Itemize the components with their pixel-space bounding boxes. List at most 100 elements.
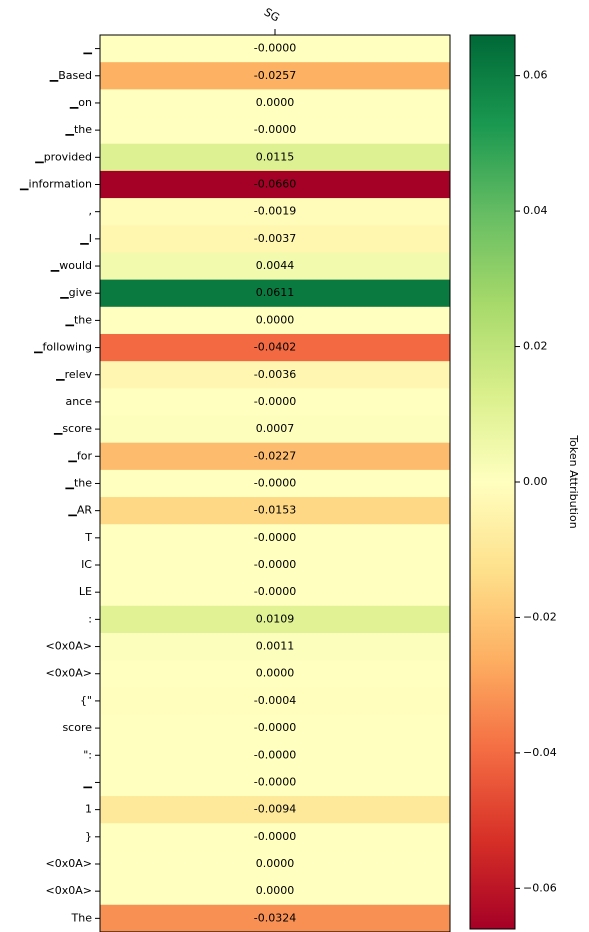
cell-value-label: -0.0036: [254, 368, 296, 381]
colorbar-ticks: 0.06 0.04 0.02 0.00 −0.02 −0.04 −0.06: [515, 69, 557, 894]
heatmap-cell: [100, 35, 450, 63]
row-token-label: <0x0A>: [46, 640, 92, 653]
heatmap-cell: [100, 116, 450, 145]
row-token-label: ▁the: [64, 476, 92, 489]
row-token-label: ▁following: [33, 341, 92, 354]
heatmap-cell: [100, 660, 450, 688]
row-token-label: ance: [65, 395, 92, 408]
heatmap-cell: [100, 143, 450, 172]
heatmap-cell: [100, 850, 450, 879]
heatmap-cell: [100, 796, 450, 824]
cell-value-label: -0.0094: [254, 803, 296, 816]
row-token-label: :: [88, 612, 92, 625]
cell-value-label: 0.0000: [256, 96, 295, 109]
row-token-label: ▁for: [67, 449, 92, 462]
row-token-label: LE: [79, 585, 92, 598]
cell-value-label: -0.0000: [254, 775, 296, 788]
heatmap-cell: [100, 524, 450, 552]
row-token-label: ":: [83, 748, 92, 761]
cell-value-label: 0.0109: [256, 612, 295, 625]
cell-value-label: -0.0000: [254, 585, 296, 598]
heatmap-cell: [100, 904, 450, 932]
cell-value-label: 0.0000: [256, 884, 295, 897]
heatmap-cell: [100, 605, 450, 634]
cell-value-label: -0.0000: [254, 476, 296, 489]
row-token-label: <0x0A>: [46, 667, 92, 680]
row-token-label: T: [84, 531, 92, 544]
row-token-label: {": [80, 694, 92, 707]
row-token-label: ▁would: [50, 259, 92, 272]
colorbar: [469, 34, 516, 930]
heatmap-cell: [100, 198, 450, 226]
row-token-label: 1: [85, 803, 92, 816]
heatmap-cell: [100, 333, 450, 362]
cell-value-label: 0.0007: [256, 422, 295, 435]
colorbar-tick-label: 0.04: [523, 204, 548, 217]
row-token-label: ▁give: [59, 286, 92, 299]
heatmap-cell: [100, 714, 450, 743]
heatmap-cell: [100, 252, 450, 281]
cell-value-label: -0.0000: [254, 721, 296, 734]
row-token-label: ▁: [83, 775, 93, 788]
heatmap-cell: [100, 768, 450, 797]
cell-value-label: -0.0000: [254, 531, 296, 544]
heatmap-cell: [100, 469, 450, 498]
cell-value-label: -0.0000: [254, 748, 296, 761]
row-token-label: }: [85, 830, 92, 843]
heatmap-cell: [100, 279, 450, 308]
row-token-label: ▁on: [69, 96, 92, 109]
cell-value-label: -0.0402: [254, 341, 296, 354]
row-token-label: ▁provided: [34, 150, 92, 163]
cell-value-label: -0.0004: [254, 694, 296, 707]
heatmap-cell: [100, 62, 450, 90]
row-token-label: ,: [89, 205, 93, 218]
heatmap-cell: [100, 361, 450, 389]
row-token-label: ▁AR: [67, 504, 92, 517]
heatmap-cell: [100, 225, 450, 253]
heatmap-cell: [100, 388, 450, 417]
cell-value-label: -0.0153: [254, 504, 296, 517]
heatmap-cells: -0.0000 -0.0257 0.0000 -0.0000 0.0115 -0.0660…: [100, 35, 450, 932]
colorbar-label: Token Attribution: [567, 434, 580, 528]
heatmap-cell: [100, 823, 450, 851]
row-token-label: ▁information: [19, 177, 92, 190]
column-header: SG: [262, 5, 282, 35]
row-token-label: ▁score: [53, 422, 92, 435]
cell-value-label: -0.0019: [254, 205, 296, 218]
row-token-label: score: [62, 721, 92, 734]
cell-value-label: -0.0000: [254, 558, 296, 571]
colorbar-tick-label: 0.00: [523, 475, 548, 488]
row-token-label: <0x0A>: [46, 884, 92, 897]
cell-value-label: 0.0000: [256, 667, 295, 680]
heatmap-cell: [100, 877, 450, 906]
row-token-label: ▁I: [79, 232, 92, 245]
heatmap-cell: [100, 170, 450, 199]
colorbar-tick-label: −0.02: [523, 610, 557, 623]
cell-value-label: 0.0611: [256, 286, 295, 299]
cell-value-label: -0.0257: [254, 69, 296, 82]
heatmap-cell: [100, 415, 450, 444]
row-token-label: IC: [81, 558, 92, 571]
cell-value-label: -0.0000: [254, 42, 296, 55]
row-token-label: ▁the: [64, 313, 92, 326]
heatmap-cell: [100, 89, 450, 118]
cell-value-label: -0.0000: [254, 395, 296, 408]
row-labels: ▁ ▁Based ▁on ▁the ▁provided ▁information, ▁I ▁w…: [19, 42, 100, 924]
heatmap-cell: [100, 497, 450, 525]
cell-value-label: 0.0115: [256, 150, 295, 163]
heatmap-cell: [100, 551, 450, 580]
cell-value-label: 0.0011: [256, 640, 295, 653]
colorbar-tick-label: 0.02: [523, 340, 548, 353]
cell-value-label: -0.0660: [254, 177, 296, 190]
heatmap-cell: [100, 632, 450, 661]
cell-value-label: 0.0000: [256, 313, 295, 326]
heatmap-cell: [100, 306, 450, 335]
colorbar-tick-label: −0.04: [523, 746, 557, 759]
colorbar-tick-label: −0.06: [523, 881, 557, 894]
row-token-label: The: [71, 911, 93, 924]
cell-value-label: -0.0324: [254, 911, 296, 924]
row-token-label: ▁Based: [49, 69, 92, 82]
row-token-label: ▁: [83, 42, 93, 55]
row-token-label: ▁relev: [55, 368, 92, 381]
